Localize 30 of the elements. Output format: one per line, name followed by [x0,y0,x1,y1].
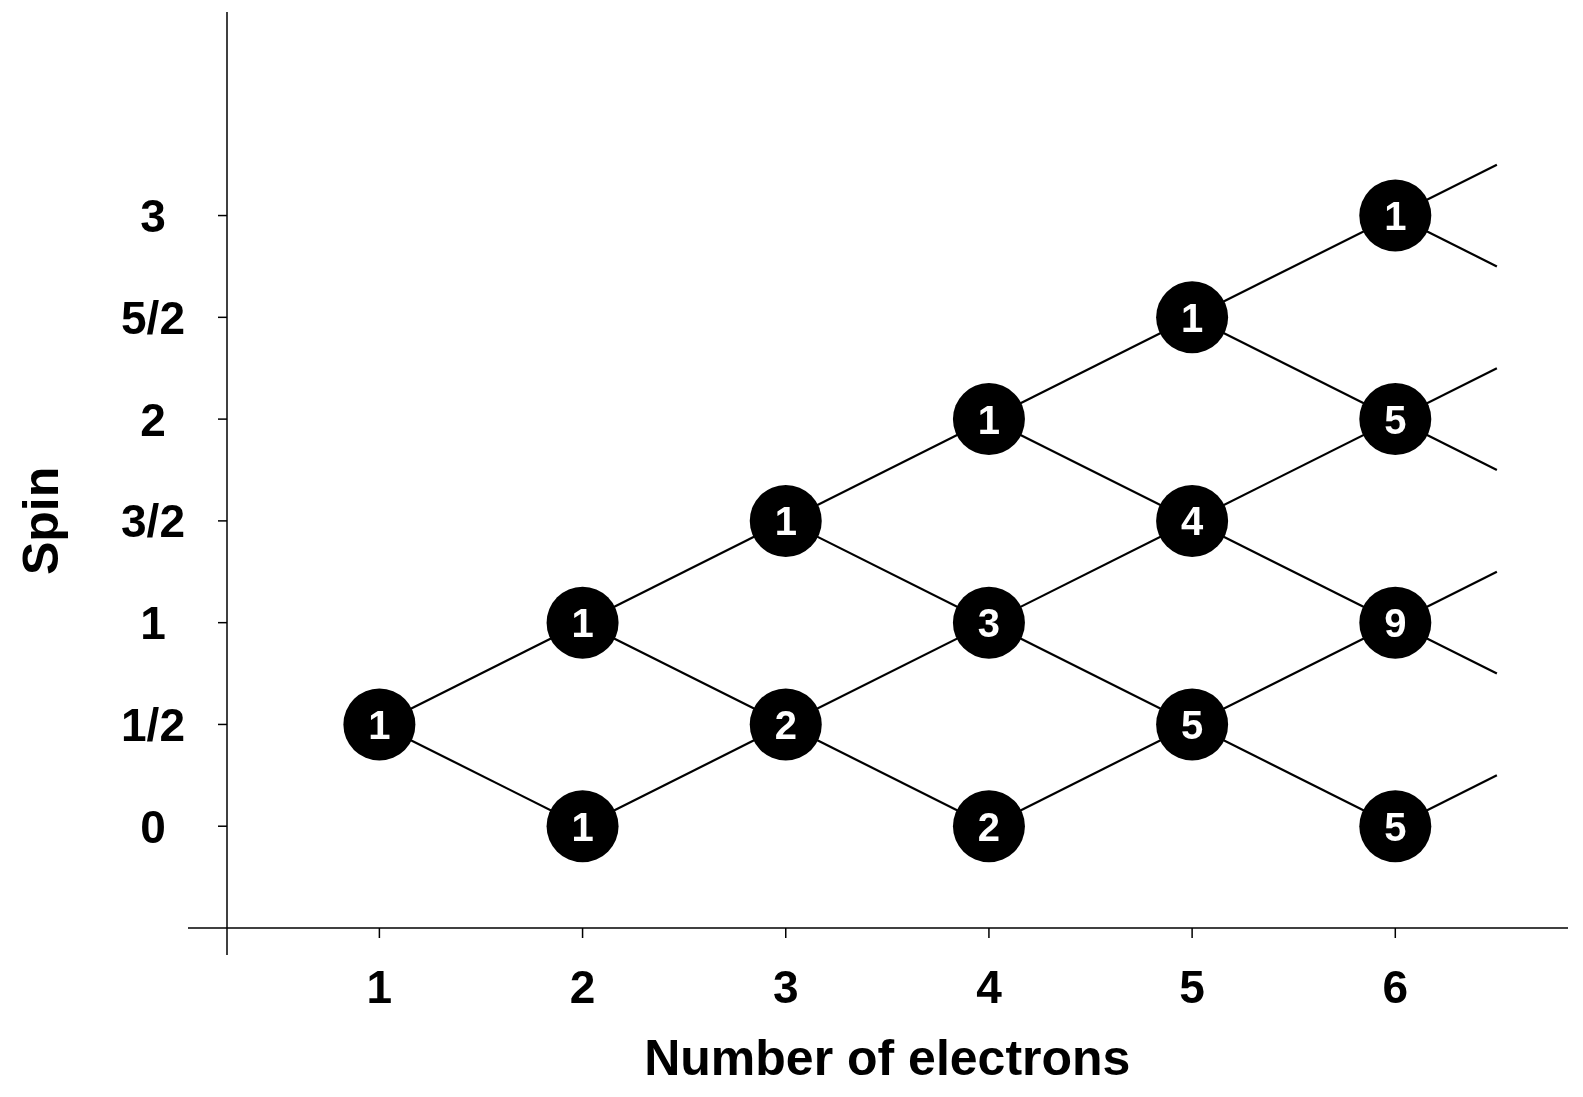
y-tick-label: 1 [140,597,166,650]
x-tick-label: 6 [1382,961,1409,1013]
annotation: 2 [977,804,1001,849]
annotation: 1 [774,499,797,544]
x-tick-label: 4 [976,961,1003,1013]
annotation: 1 [571,601,594,646]
annotation: 1 [1180,295,1204,340]
annotation: 1 [977,397,1001,442]
annotation: 5 [1384,804,1407,849]
annotation: 1 [571,804,594,849]
annotation: 1 [368,702,391,747]
annotation: 3 [977,601,1001,646]
x-axis-title: Number of electrons [644,1030,1131,1086]
annotation: 5 [1384,397,1407,442]
annotation: 1 [1384,193,1407,238]
x-tick-label: 1 [366,961,393,1013]
y-tick-label: 3/2 [121,495,185,548]
annotation: 5 [1180,702,1204,747]
annotation: 2 [774,702,797,747]
annotation: 9 [1384,601,1407,646]
y-axis-title: Spin [13,466,69,576]
x-tick-label: 5 [1179,961,1205,1013]
y-tick-label: 2 [140,393,166,446]
x-tick-label: 2 [569,961,596,1013]
x-tick-label: 3 [772,961,799,1013]
y-tick-label: 1/2 [121,699,185,751]
y-tick-label: 0 [140,800,166,853]
y-tick-label: 3 [140,190,166,243]
y-tick-label: 5/2 [121,291,185,344]
annotation: 4 [1180,499,1204,544]
